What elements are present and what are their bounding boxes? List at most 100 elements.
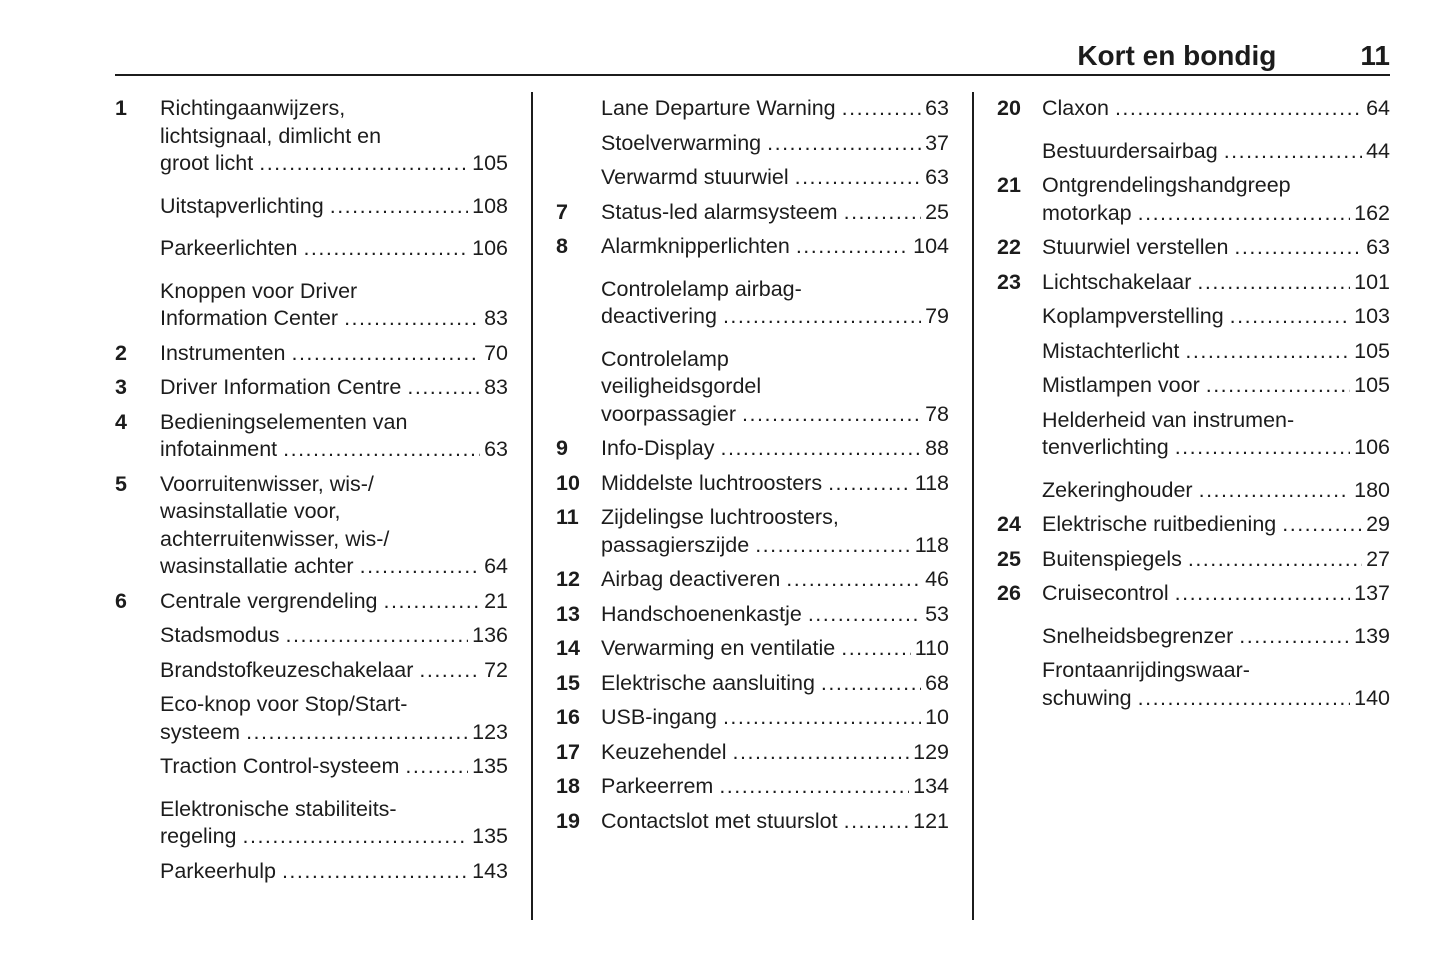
toc-entry-body: Zijdelingse luchtroosters, passagierszijd… (601, 504, 949, 559)
toc-entry-label: passagierszijde (601, 532, 750, 557)
dot-leader (1188, 546, 1362, 574)
toc-entry-line: Controlelamp (601, 346, 949, 374)
toc-entry-number: 5 (115, 471, 127, 496)
toc-entry-page: 106 (1354, 435, 1390, 459)
dot-leader (407, 374, 480, 402)
toc-entry-line: deactivering 79 (601, 303, 949, 331)
toc-entry-body: USB-ingang 10 (601, 704, 949, 732)
toc-entry-line: Uitstapverlichting 108 (160, 193, 508, 221)
toc-entry-body: Middelste luchtroosters 118 (601, 470, 949, 498)
toc-entry-body: Helderheid van instrumen-tenverlichting 1… (1042, 407, 1390, 462)
toc-entry-line: wasinstallatie voor, (160, 498, 508, 526)
toc-entry-label: Information Center (160, 306, 339, 330)
toc-entry-page: 44 (1366, 138, 1390, 163)
toc-entry-number: 6 (115, 588, 127, 613)
toc-entry-number (115, 622, 160, 650)
toc-entry-number (556, 276, 601, 331)
toc-entry: 10 Middelste luchtroosters 118 (556, 470, 949, 498)
toc-entry-page: 103 (1354, 304, 1390, 328)
toc-entry-line: Status-led alarmsysteem 25 (601, 199, 949, 227)
dot-leader (1230, 303, 1350, 331)
toc-entry-body: Airbag deactiveren 46 (601, 566, 949, 594)
toc-entry-line: tenverlichting 106 (1042, 434, 1390, 462)
toc-entry-line: Bestuurdersairbag 44 (1042, 138, 1390, 166)
toc-entry-number (115, 278, 160, 333)
toc-entry-body: Verwarmd stuurwiel 63 (601, 164, 949, 192)
toc-entry-page: 63 (925, 96, 949, 120)
dot-leader (259, 150, 468, 178)
toc-entry: 2 Instrumenten 70 (115, 340, 508, 368)
dot-leader (1197, 269, 1350, 297)
toc-entry-number: 16 (556, 705, 580, 729)
toc-entry-number: 4 (115, 409, 127, 434)
toc-entry: 24 Elektrische ruitbediening 29 (997, 511, 1390, 539)
toc-entry-line: wasinstallatie achter 64 (160, 553, 508, 581)
toc-entry-body: Parkeerlichten 106 (160, 235, 508, 263)
toc-entry: 18 Parkeerrem 134 (556, 773, 949, 801)
toc-entry: Zekeringhouder 180 (997, 477, 1390, 505)
toc-entry-line: Frontaanrijdingswaar- (1042, 657, 1390, 685)
toc-entry-body: Ontgrendelingshandgreep motorkap 162 (1042, 172, 1390, 227)
toc-entry: 15 Elektrische aansluiting 68 (556, 670, 949, 698)
toc-entry: Helderheid van instrumen-tenverlichting 1… (997, 407, 1390, 462)
toc-entry-body: Uitstapverlichting 108 (160, 193, 508, 221)
toc-entry: 21 Ontgrendelingshandgreep motorkap 162 (997, 172, 1390, 227)
toc-entry-page: 27 (1366, 546, 1390, 571)
toc-entry-page: 83 (484, 375, 508, 399)
toc-entry-page: 162 (1354, 200, 1390, 225)
toc-entry-number: 18 (556, 774, 580, 798)
toc-entry-label: Verwarmd stuurwiel (601, 165, 789, 189)
toc-entry-label: Status-led alarmsysteem (601, 199, 838, 224)
toc-entry-label: Ontgrendelingshandgreep (1042, 173, 1291, 197)
toc-entry-page: 108 (472, 193, 508, 218)
toc-entry-label: Cruisecontrol (1042, 581, 1169, 605)
toc-entry-page: 21 (484, 588, 508, 613)
dot-leader (291, 340, 480, 368)
toc-entry-label: Middelste luchtroosters (601, 470, 823, 495)
toc-entry: 12 Airbag deactiveren 46 (556, 566, 949, 594)
toc-entry-line: Koplampverstelling 103 (1042, 303, 1390, 331)
toc-entry-body: Koplampverstelling 103 (1042, 303, 1390, 331)
toc-entry-line: regeling 135 (160, 823, 508, 851)
toc-entry: Eco-knop voor Stop/Start-systeem 123 (115, 691, 508, 746)
toc-entry-line: Bedieningselementen van (160, 409, 508, 437)
toc-entry-number: 22 (997, 235, 1021, 259)
toc-entry-page: 64 (1366, 96, 1390, 120)
toc-entry-label: Eco-knop voor Stop/Start- (160, 692, 408, 716)
toc-entry-number: 20 (997, 96, 1021, 120)
toc-entry-label: Lichtschakelaar (1042, 269, 1192, 294)
toc-entry-label: Voorruitenwisser, wis-/ (160, 471, 374, 496)
toc-entry-body: Voorruitenwisser, wis-/ wasinstallatie vo… (160, 471, 508, 581)
toc-entry-body: Elektrische aansluiting 68 (601, 670, 949, 698)
toc-entry: 11 Zijdelingse luchtroosters, passagierszi… (556, 504, 949, 559)
toc-entry-number: 15 (556, 670, 580, 695)
toc-entry-page: 105 (472, 151, 508, 175)
toc-entry-line: Elektronische stabiliteits- (160, 796, 508, 824)
toc-entry-page: 63 (484, 437, 508, 461)
toc-entry-label: Controlelamp (601, 346, 729, 371)
toc-entry-label: Keuzehendel (601, 739, 727, 764)
toc-entry-page: 63 (925, 165, 949, 189)
toc-entry-number (556, 130, 601, 158)
dot-leader (786, 566, 921, 594)
toc-entry-body: Frontaanrijdingswaar-schuwing 140 (1042, 657, 1390, 712)
toc-entry-label: deactivering (601, 304, 717, 328)
toc-entry-label: USB-ingang (601, 705, 717, 729)
toc-entry-page: 68 (925, 670, 949, 695)
toc-entry: Bestuurdersairbag 44 (997, 138, 1390, 166)
toc-entry-page: 129 (913, 739, 949, 764)
toc-entry-line: Traction Control-systeem 135 (160, 753, 508, 781)
toc-entry-label: Centrale vergrendeling (160, 588, 378, 613)
dot-leader (821, 670, 921, 698)
toc-entry-line: Richtingaanwijzers, (160, 95, 508, 123)
toc-entry-line: Claxon 64 (1042, 95, 1390, 123)
toc-entry-line: lichtsignaal, dimlicht en (160, 123, 508, 151)
toc-entry: 8 Alarmknipperlichten 104 (556, 233, 949, 261)
toc-entry-label: lichtsignaal, dimlicht en (160, 123, 382, 148)
toc-entry-number (115, 657, 160, 685)
toc-entry-page: 25 (925, 199, 949, 224)
toc-entry-label: achterruitenwisser, wis-/ (160, 526, 390, 551)
toc-entry-page: 64 (484, 554, 508, 578)
toc-entry-label: Buitenspiegels (1042, 546, 1182, 571)
header-rule (115, 74, 1390, 76)
